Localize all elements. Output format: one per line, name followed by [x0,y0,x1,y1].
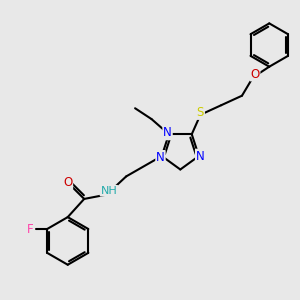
Text: N: N [196,149,205,163]
Text: N: N [163,126,172,140]
Text: N: N [156,151,165,164]
Text: S: S [197,106,204,119]
Text: O: O [250,68,260,80]
Text: O: O [63,176,72,189]
Text: F: F [27,223,34,236]
Text: NH: NH [100,186,117,196]
